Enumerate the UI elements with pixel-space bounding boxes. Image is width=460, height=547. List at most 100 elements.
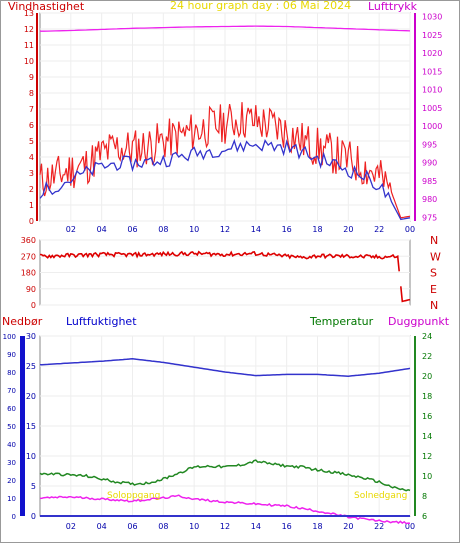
- humidity-tick-label: 20: [26, 392, 36, 401]
- precipitation-tick-label: 30: [7, 459, 16, 467]
- precipitation-tick-label: 100: [3, 333, 16, 341]
- wind-speed-tick-label: 4: [29, 153, 34, 162]
- pressure-tick-label: 980: [422, 195, 437, 204]
- precipitation-tick-label: 60: [7, 405, 16, 413]
- direction-tick-label: 180: [21, 269, 36, 278]
- temperature-tick-label: 8: [422, 492, 427, 501]
- time-tick-label: 16: [282, 225, 292, 234]
- compass-label: E: [430, 283, 437, 296]
- precipitation-tick-label: 20: [7, 477, 16, 485]
- sunset-label: Solnedgang: [354, 491, 407, 501]
- humidity-tick-label: 30: [26, 332, 36, 341]
- time-tick-label: 04: [97, 522, 107, 531]
- precipitation-tick-label: 50: [7, 423, 16, 431]
- precipitation-tick-label: 10: [7, 495, 16, 503]
- chart-title: 24 hour graph day : 06 Mai 2024: [170, 0, 351, 12]
- compass-label: W: [430, 250, 441, 263]
- wind-pressure-series: [39, 25, 411, 221]
- climate-time-ticks: 02 04 06 08 10 12 14 16 18 20 22 00: [66, 522, 415, 531]
- time-tick-label: 00: [405, 522, 415, 531]
- time-tick-label: 10: [189, 225, 199, 234]
- time-tick-label: 20: [343, 225, 353, 234]
- sunrise-label: Soloppgang: [107, 491, 160, 501]
- temperature-tick-label: 24: [422, 332, 432, 341]
- time-tick-label: 06: [127, 225, 137, 234]
- pressure-axis-bar: [414, 13, 416, 221]
- climate-series: [39, 358, 411, 525]
- pressure-tick-label: 975: [422, 213, 437, 222]
- precipitation-tick-label: 90: [7, 351, 16, 359]
- pressure-tick-label: 985: [422, 177, 437, 186]
- wind-time-ticks: 02 04 06 08 10 12 14 16 18 20 22 00: [66, 225, 415, 234]
- series-luftfuktighet-line: [39, 358, 411, 377]
- temperature-tick-label: 6: [422, 512, 427, 521]
- wind-speed-tick-label: 0: [29, 217, 34, 226]
- time-tick-label: 18: [312, 522, 322, 531]
- wind-speed-tick-label: 8: [29, 89, 34, 98]
- pressure-tick-label: 1005: [422, 104, 442, 113]
- temperature-tick-label: 18: [422, 392, 432, 401]
- wind-speed-tick-label: 10: [24, 57, 34, 66]
- temperature-tick-label: 10: [422, 472, 432, 481]
- time-tick-label: 08: [158, 225, 168, 234]
- pressure-tick-label: 1030: [422, 13, 442, 22]
- wind-speed-tick-label: 5: [29, 137, 34, 146]
- wind-speed-tick-label: 12: [24, 25, 34, 34]
- humidity-tick-label: 15: [26, 422, 36, 431]
- time-tick-label: 12: [220, 225, 230, 234]
- pressure-axis-label: Lufttrykk: [368, 0, 418, 13]
- time-tick-label: 02: [66, 225, 76, 234]
- temperature-tick-label: 20: [422, 372, 432, 381]
- wind-speed-tick-label: 2: [29, 185, 34, 194]
- series-vindhastighet-line: [39, 102, 411, 219]
- time-tick-label: 18: [312, 225, 322, 234]
- direction-tick-label: 0: [31, 301, 36, 310]
- temperature-tick-label: 16: [422, 412, 432, 421]
- series-wind-direction-line: [400, 286, 411, 303]
- time-tick-label: 22: [374, 225, 384, 234]
- wind-speed-axis-label: Vindhastighet: [8, 0, 85, 13]
- humidity-label: Luftfuktighet: [66, 315, 137, 328]
- precipitation-ticks: 0 10 20 30 40 50 60 70 80 90 100: [3, 333, 16, 521]
- temperature-ticks: 6 8 10 12 14 16 18 20 22 24: [414, 332, 432, 521]
- time-tick-label: 12: [220, 522, 230, 531]
- precipitation-tick-label: 40: [7, 441, 16, 449]
- series-wind-direction-line: [39, 250, 400, 272]
- time-tick-label: 10: [189, 522, 199, 531]
- wind-speed-tick-label: 6: [29, 121, 34, 130]
- pressure-tick-label: 1000: [422, 122, 442, 131]
- precipitation-scale-bar: [20, 336, 25, 516]
- time-tick-label: 08: [158, 522, 168, 531]
- series-temperatur-line: [39, 459, 411, 492]
- pressure-tick-label: 995: [422, 140, 437, 149]
- time-tick-label: 14: [251, 225, 261, 234]
- precipitation-tick-label: 0: [12, 513, 16, 521]
- humidity-tick-label: 0: [31, 512, 36, 521]
- wind-pressure-grid: [40, 12, 411, 222]
- time-tick-label: 22: [374, 522, 384, 531]
- series-lufttrykk-line: [40, 25, 411, 32]
- compass-label: N: [430, 299, 438, 312]
- compass-label: N: [430, 234, 438, 247]
- wind-speed-axis-bar: [36, 13, 38, 221]
- direction-tick-label: 270: [21, 252, 36, 261]
- temperature-axis-bar: [414, 336, 416, 516]
- direction-tick-label: 90: [26, 285, 36, 294]
- time-tick-label: 14: [251, 522, 261, 531]
- pressure-tick-label: 990: [422, 159, 437, 168]
- series-duggpunkt-line: [39, 494, 411, 525]
- precipitation-label: Nedbør: [2, 315, 43, 328]
- wind-speed-tick-label: 9: [29, 73, 34, 82]
- precipitation-tick-label: 70: [7, 387, 16, 395]
- temperature-tick-label: 12: [422, 452, 432, 461]
- dewpoint-label: Duggpunkt: [388, 315, 450, 328]
- pressure-tick-label: 1010: [422, 86, 442, 95]
- precipitation-tick-label: 80: [7, 369, 16, 377]
- pressure-tick-label: 1020: [422, 49, 442, 58]
- time-tick-label: 20: [343, 522, 353, 531]
- humidity-ticks: 0 5 10 15 20 25 30: [26, 332, 36, 521]
- humidity-tick-label: 10: [26, 452, 36, 461]
